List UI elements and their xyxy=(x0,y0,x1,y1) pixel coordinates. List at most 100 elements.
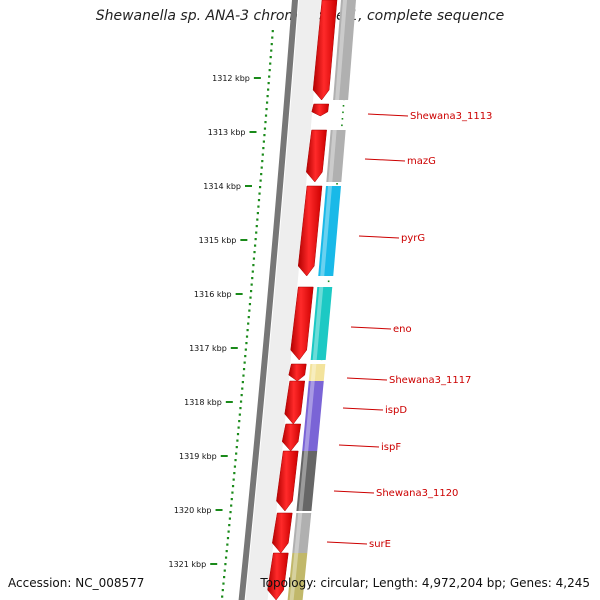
ruler-dot xyxy=(246,329,249,332)
ruler-dot xyxy=(256,218,259,221)
ruler-dot-right xyxy=(336,183,338,185)
ruler-dot xyxy=(241,381,244,384)
cog-block xyxy=(310,287,333,360)
ruler-dot xyxy=(253,244,257,247)
ruler-dot xyxy=(271,30,274,33)
ruler-dot xyxy=(236,433,240,436)
ruler-dot xyxy=(223,576,226,579)
gene-arrow[interactable] xyxy=(288,363,307,382)
ruler-dot xyxy=(244,355,247,358)
gene-arrow[interactable] xyxy=(272,512,293,554)
label-leader-line xyxy=(326,541,368,545)
ruler-dot xyxy=(249,290,253,293)
gene-label[interactable]: pyrG xyxy=(401,233,425,244)
ruler-tick-label: 1313 kbp xyxy=(208,128,246,137)
ruler-dot xyxy=(233,465,237,468)
ruler-dot xyxy=(229,511,232,514)
gene-label[interactable]: ispD xyxy=(385,405,407,416)
ruler-dot xyxy=(263,134,266,137)
ruler-dot xyxy=(248,303,252,306)
ruler-tick-label: 1315 kbp xyxy=(199,236,237,245)
chromosome-backbone xyxy=(238,0,321,600)
ruler-dot xyxy=(265,108,268,111)
gene-arrow[interactable] xyxy=(267,552,289,600)
cog-block xyxy=(333,0,356,100)
ruler-dot xyxy=(267,82,270,85)
ruler-tick-label: 1314 kbp xyxy=(203,182,241,191)
gene-arrow[interactable] xyxy=(290,286,314,361)
scale-ruler: 1312 kbp 1313 kbp 1314 kbp 1315 kbp 1316 kbp… xyxy=(169,30,350,600)
label-leader-line xyxy=(364,158,406,162)
ruler-dot xyxy=(225,550,228,553)
gene-arrow[interactable] xyxy=(284,380,306,425)
ruler-tick-label: 1319 kbp xyxy=(179,452,217,461)
gene-label[interactable]: Shewana3_1120 xyxy=(376,488,458,499)
ruler-dot xyxy=(260,173,263,176)
ruler-dot xyxy=(247,316,250,319)
gene-arrow[interactable] xyxy=(281,423,302,452)
gene-label[interactable]: surE xyxy=(369,539,391,550)
ruler-dot xyxy=(237,426,240,429)
cog-block xyxy=(296,451,318,511)
ruler-dot xyxy=(232,478,235,481)
ruler-dot xyxy=(263,127,267,130)
gene-track xyxy=(267,0,338,600)
ruler-tick-label: 1320 kbp xyxy=(174,506,212,515)
ruler-dot xyxy=(250,283,253,286)
ruler-dot xyxy=(222,582,225,585)
ruler-dot xyxy=(268,69,271,72)
ruler-dot xyxy=(255,225,258,228)
ruler-dot xyxy=(230,504,233,507)
topology-summary: Topology: circular; Length: 4,972,204 bp… xyxy=(260,576,590,590)
ruler-dot xyxy=(243,361,246,364)
gene-arrow[interactable] xyxy=(306,129,327,183)
ruler-dot xyxy=(238,413,241,416)
ruler-dot xyxy=(264,114,268,117)
ruler-tick-label: 1317 kbp xyxy=(189,344,227,353)
gene-arrow[interactable] xyxy=(311,103,330,117)
label-leader-line xyxy=(350,326,392,330)
ruler-dot xyxy=(253,251,256,254)
ruler-dot xyxy=(261,153,264,156)
ruler-dot xyxy=(256,212,259,215)
cog-highlight xyxy=(289,553,299,600)
ruler-dot xyxy=(235,452,238,455)
gene-arrow[interactable] xyxy=(312,0,338,101)
ruler-dot xyxy=(260,166,263,169)
gene-arrow[interactable] xyxy=(276,450,299,512)
ruler-dot-right xyxy=(341,124,343,127)
ruler-dot xyxy=(242,368,246,371)
gene-label[interactable]: mazG xyxy=(407,156,436,167)
ruler-dot xyxy=(271,36,274,39)
ruler-dot xyxy=(235,446,238,449)
accession-text: Accession: NC_008577 xyxy=(8,576,145,590)
ruler-dot xyxy=(249,296,252,299)
gene-label[interactable]: eno xyxy=(393,324,412,335)
ruler-dot xyxy=(248,309,251,312)
cog-highlight xyxy=(298,451,309,511)
ruler-dot xyxy=(264,121,267,124)
gene-label[interactable]: ispF xyxy=(381,442,401,453)
cog-highlight xyxy=(328,130,337,182)
ruler-dot xyxy=(228,524,231,527)
cog-block xyxy=(308,364,326,381)
cog-block xyxy=(302,424,320,451)
ruler-dot xyxy=(259,179,262,182)
ruler-dot xyxy=(226,537,230,540)
cog-block xyxy=(292,513,312,553)
ruler-dot xyxy=(266,95,269,98)
label-leader-line xyxy=(342,407,384,411)
ruler-tick-label: 1321 kbp xyxy=(169,560,207,569)
ruler-dot xyxy=(223,569,226,572)
ruler-dot xyxy=(258,186,262,189)
ruler-dot xyxy=(228,517,231,520)
gene-label[interactable]: Shewana3_1117 xyxy=(389,375,471,386)
ruler-tick-label: 1312 kbp xyxy=(212,74,250,83)
label-leader-line xyxy=(367,113,409,117)
backbone-inner-track xyxy=(245,0,321,600)
ruler-dot xyxy=(265,101,269,104)
ruler-dot xyxy=(244,348,247,351)
gene-label[interactable]: Shewana3_1113 xyxy=(410,111,492,122)
gene-arrow[interactable] xyxy=(297,185,323,277)
ruler-dot xyxy=(239,400,243,403)
